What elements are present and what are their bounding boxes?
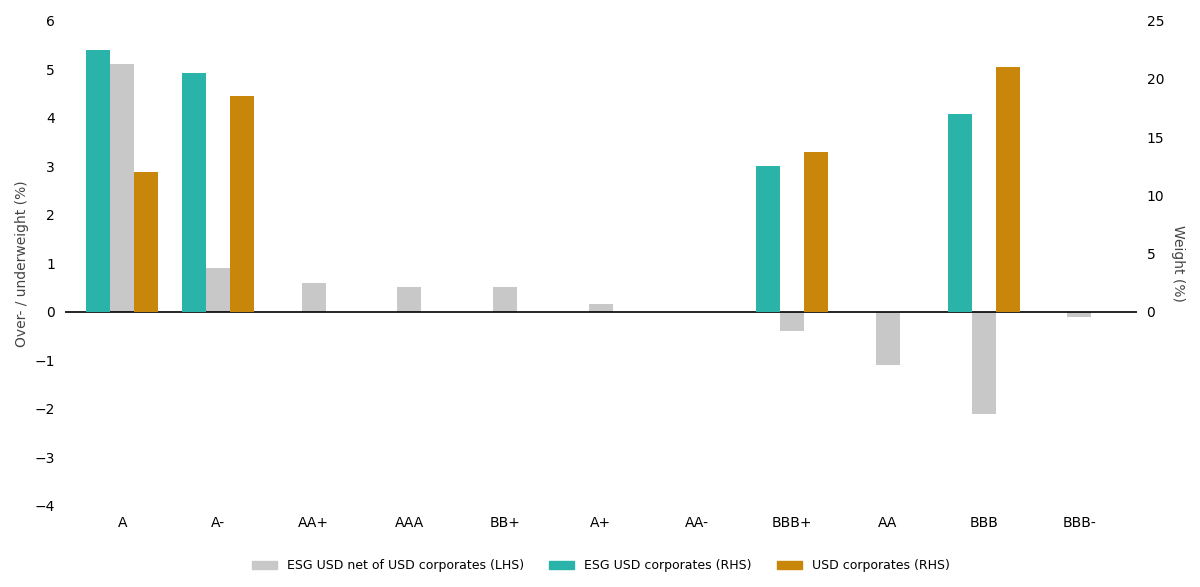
Bar: [972, 312, 996, 414]
Y-axis label: Weight (%): Weight (%): [1171, 225, 1186, 302]
Legend: ESG USD net of USD corporates (LHS), ESG USD corporates (RHS), USD corporates (R: ESG USD net of USD corporates (LHS), ESG…: [247, 554, 954, 578]
Bar: [756, 166, 780, 312]
Bar: [876, 312, 900, 365]
Bar: [996, 67, 1020, 312]
Bar: [230, 96, 254, 312]
Bar: [301, 282, 325, 312]
Bar: [780, 312, 804, 331]
Y-axis label: Over- / underweight (%): Over- / underweight (%): [16, 180, 29, 346]
Bar: [948, 114, 972, 312]
Bar: [134, 172, 158, 312]
Bar: [86, 50, 110, 312]
Bar: [493, 288, 517, 312]
Bar: [804, 151, 828, 312]
Bar: [206, 268, 230, 312]
Bar: [110, 64, 134, 312]
Bar: [182, 73, 206, 312]
Bar: [1068, 312, 1091, 316]
Bar: [589, 305, 613, 312]
Bar: [397, 288, 421, 312]
